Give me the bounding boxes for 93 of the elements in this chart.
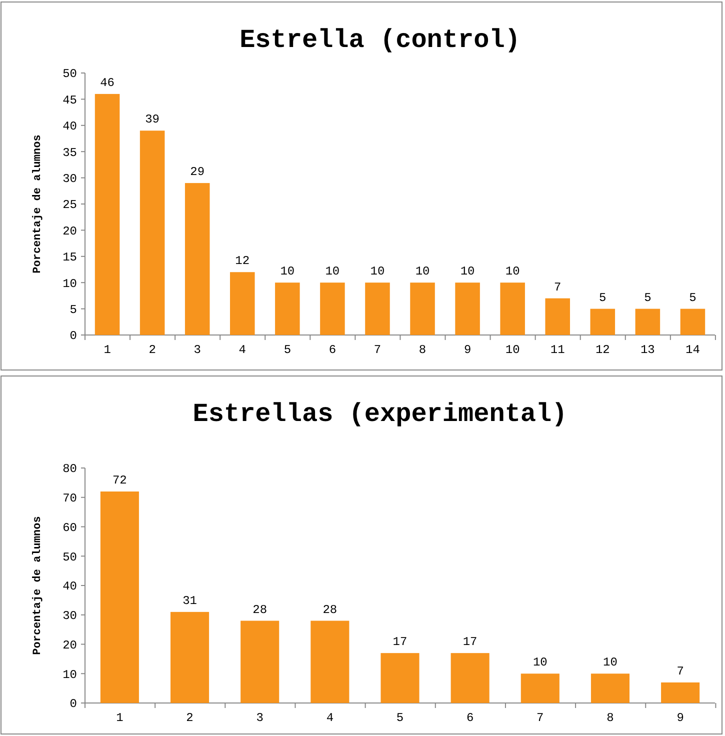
data-label: 17 xyxy=(392,635,408,650)
data-label: 17 xyxy=(462,635,478,650)
bar xyxy=(365,282,390,335)
bar xyxy=(500,282,525,335)
y-tick-label: 0 xyxy=(70,329,77,344)
y-tick-label: 20 xyxy=(62,224,77,238)
data-label: 28 xyxy=(252,602,268,617)
x-tick-label: 12 xyxy=(595,343,610,357)
bar xyxy=(635,308,660,335)
x-tick-label: 5 xyxy=(284,343,292,357)
x-tick-label: 1 xyxy=(116,711,124,725)
x-tick-label: 7 xyxy=(536,711,544,725)
y-tick-label: 60 xyxy=(62,520,77,535)
bar xyxy=(450,653,490,703)
x-tick-label: 11 xyxy=(550,343,565,357)
bar xyxy=(680,308,706,335)
data-label: 39 xyxy=(145,112,160,127)
data-label: 10 xyxy=(415,264,430,279)
y-tick-label: 5 xyxy=(70,303,77,317)
bar xyxy=(240,620,280,703)
y-tick-label: 20 xyxy=(62,638,77,652)
y-tick-label: 10 xyxy=(62,668,77,682)
data-label: 10 xyxy=(370,264,385,279)
bar xyxy=(545,298,570,335)
x-tick-label: 8 xyxy=(606,711,614,725)
bar xyxy=(184,183,210,335)
data-label: 12 xyxy=(235,254,250,268)
x-tick-label: 1 xyxy=(104,343,111,357)
bar xyxy=(320,282,345,335)
bar xyxy=(100,492,139,703)
bar xyxy=(520,674,560,703)
chart-title: Estrella (control) xyxy=(240,25,520,55)
x-tick-label: 4 xyxy=(238,343,246,357)
data-label: 10 xyxy=(505,264,520,279)
y-tick-label: 30 xyxy=(62,609,77,624)
bar xyxy=(455,282,480,335)
x-tick-label: 2 xyxy=(148,343,156,357)
data-label: 29 xyxy=(190,165,205,180)
x-tick-label: 10 xyxy=(505,343,520,357)
data-label: 5 xyxy=(644,290,652,305)
data-label: 28 xyxy=(322,602,338,617)
y-tick-label: 50 xyxy=(62,67,77,82)
data-label: 46 xyxy=(100,76,114,90)
data-label: 31 xyxy=(182,594,197,608)
chart-title: Estrellas (experimental) xyxy=(192,399,568,429)
y-tick-label: 10 xyxy=(62,276,77,291)
x-tick-label: 6 xyxy=(328,343,336,357)
x-tick-label: 6 xyxy=(466,711,474,725)
data-label: 10 xyxy=(325,264,340,279)
y-tick-label: 70 xyxy=(62,492,77,506)
x-tick-label: 8 xyxy=(418,343,426,357)
y-tick-label: 40 xyxy=(62,120,77,134)
data-label: 10 xyxy=(603,656,618,670)
x-tick-label: 4 xyxy=(326,711,334,725)
y-axis-title: Porcentaje de alumnos xyxy=(32,516,44,655)
x-tick-label: 5 xyxy=(396,711,404,725)
bar xyxy=(275,282,300,335)
x-tick-label: 9 xyxy=(676,711,684,725)
bar xyxy=(170,612,210,703)
bar xyxy=(590,674,630,703)
x-tick-label: 13 xyxy=(640,343,655,357)
x-tick-label: 2 xyxy=(186,711,194,725)
x-tick-label: 7 xyxy=(374,343,382,357)
y-tick-label: 35 xyxy=(62,146,77,160)
x-tick-label: 14 xyxy=(686,343,700,357)
data-label: 5 xyxy=(599,290,606,305)
data-label: 72 xyxy=(112,474,127,488)
y-tick-label: 0 xyxy=(70,697,77,712)
data-label: 7 xyxy=(676,664,684,678)
x-tick-label: 9 xyxy=(464,343,472,357)
data-label: 10 xyxy=(460,264,475,279)
data-label: 7 xyxy=(554,280,562,294)
y-tick-label: 45 xyxy=(62,93,77,108)
x-tick-label: 3 xyxy=(256,711,264,725)
data-label: 10 xyxy=(532,656,548,670)
bar xyxy=(410,282,435,335)
bar xyxy=(310,620,350,703)
y-tick-label: 50 xyxy=(62,550,77,564)
x-tick-label: 3 xyxy=(194,343,201,357)
bar xyxy=(661,682,700,703)
y-tick-label: 15 xyxy=(62,250,77,265)
bar xyxy=(140,130,165,335)
y-tick-label: 30 xyxy=(62,172,77,186)
y-tick-label: 25 xyxy=(62,198,77,212)
data-label: 5 xyxy=(689,290,696,305)
bar xyxy=(590,308,616,335)
bar xyxy=(230,272,255,335)
y-tick-label: 40 xyxy=(62,580,77,594)
bar xyxy=(94,94,120,335)
y-axis-title: Porcentaje de alumnos xyxy=(32,134,44,274)
data-label: 10 xyxy=(280,264,295,279)
y-tick-label: 80 xyxy=(62,462,77,476)
bar xyxy=(380,653,420,703)
